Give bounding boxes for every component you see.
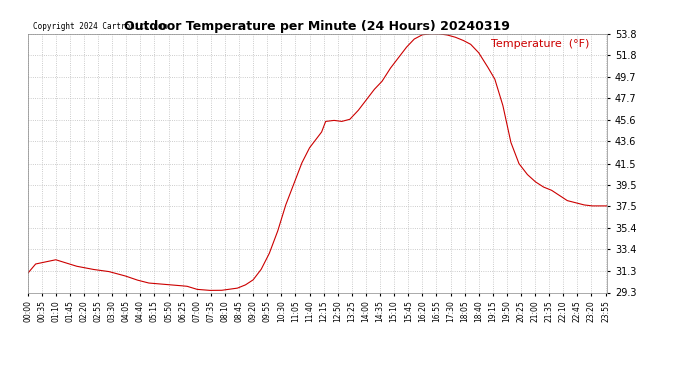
Text: Temperature  (°F): Temperature (°F) [491,39,590,49]
Text: Copyright 2024 Cartronics.com: Copyright 2024 Cartronics.com [33,22,168,31]
Title: Outdoor Temperature per Minute (24 Hours) 20240319: Outdoor Temperature per Minute (24 Hours… [124,20,511,33]
